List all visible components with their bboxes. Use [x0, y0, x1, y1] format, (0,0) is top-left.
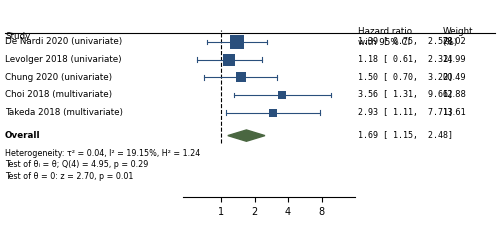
- Text: Choi 2018 (multivariate): Choi 2018 (multivariate): [5, 90, 112, 99]
- Text: Overall: Overall: [5, 131, 41, 140]
- Text: Study: Study: [5, 32, 30, 41]
- Text: 3.56 [ 1.31,  9.66]: 3.56 [ 1.31, 9.66]: [358, 90, 452, 99]
- Text: Weight
(%): Weight (%): [442, 27, 473, 47]
- Text: Heterogeneity: τ² = 0.04, I² = 19.15%, H² = 1.24: Heterogeneity: τ² = 0.04, I² = 19.15%, H…: [5, 149, 200, 158]
- Text: 1.69 [ 1.15,  2.48]: 1.69 [ 1.15, 2.48]: [358, 131, 452, 140]
- Text: 13.61: 13.61: [442, 108, 466, 117]
- Text: Levolger 2018 (univariate): Levolger 2018 (univariate): [5, 55, 121, 64]
- Text: 12.88: 12.88: [442, 90, 466, 99]
- Text: 28.02: 28.02: [442, 37, 466, 46]
- Text: 20.49: 20.49: [442, 73, 466, 82]
- Text: 1.50 [ 0.70,  3.20]: 1.50 [ 0.70, 3.20]: [358, 73, 452, 82]
- Text: 1.18 [ 0.61,  2.31]: 1.18 [ 0.61, 2.31]: [358, 55, 452, 64]
- Polygon shape: [228, 130, 265, 141]
- Text: 24.99: 24.99: [442, 55, 466, 64]
- Text: Test of θ = 0: z = 2.70, p = 0.01: Test of θ = 0: z = 2.70, p = 0.01: [5, 172, 134, 181]
- Text: Chung 2020 (univariate): Chung 2020 (univariate): [5, 73, 112, 82]
- Text: Test of θᵢ = θ; Q(4) = 4.95, p = 0.29: Test of θᵢ = θ; Q(4) = 4.95, p = 0.29: [5, 160, 148, 169]
- Text: 1.39 [ 0.75,  2.57]: 1.39 [ 0.75, 2.57]: [358, 37, 452, 46]
- Text: Takeda 2018 (multivariate): Takeda 2018 (multivariate): [5, 108, 123, 117]
- Text: De Nardi 2020 (univariate): De Nardi 2020 (univariate): [5, 37, 122, 46]
- Text: Hazard ratio
with 95% CI: Hazard ratio with 95% CI: [358, 27, 412, 47]
- Text: 2.93 [ 1.11,  7.71]: 2.93 [ 1.11, 7.71]: [358, 108, 452, 117]
